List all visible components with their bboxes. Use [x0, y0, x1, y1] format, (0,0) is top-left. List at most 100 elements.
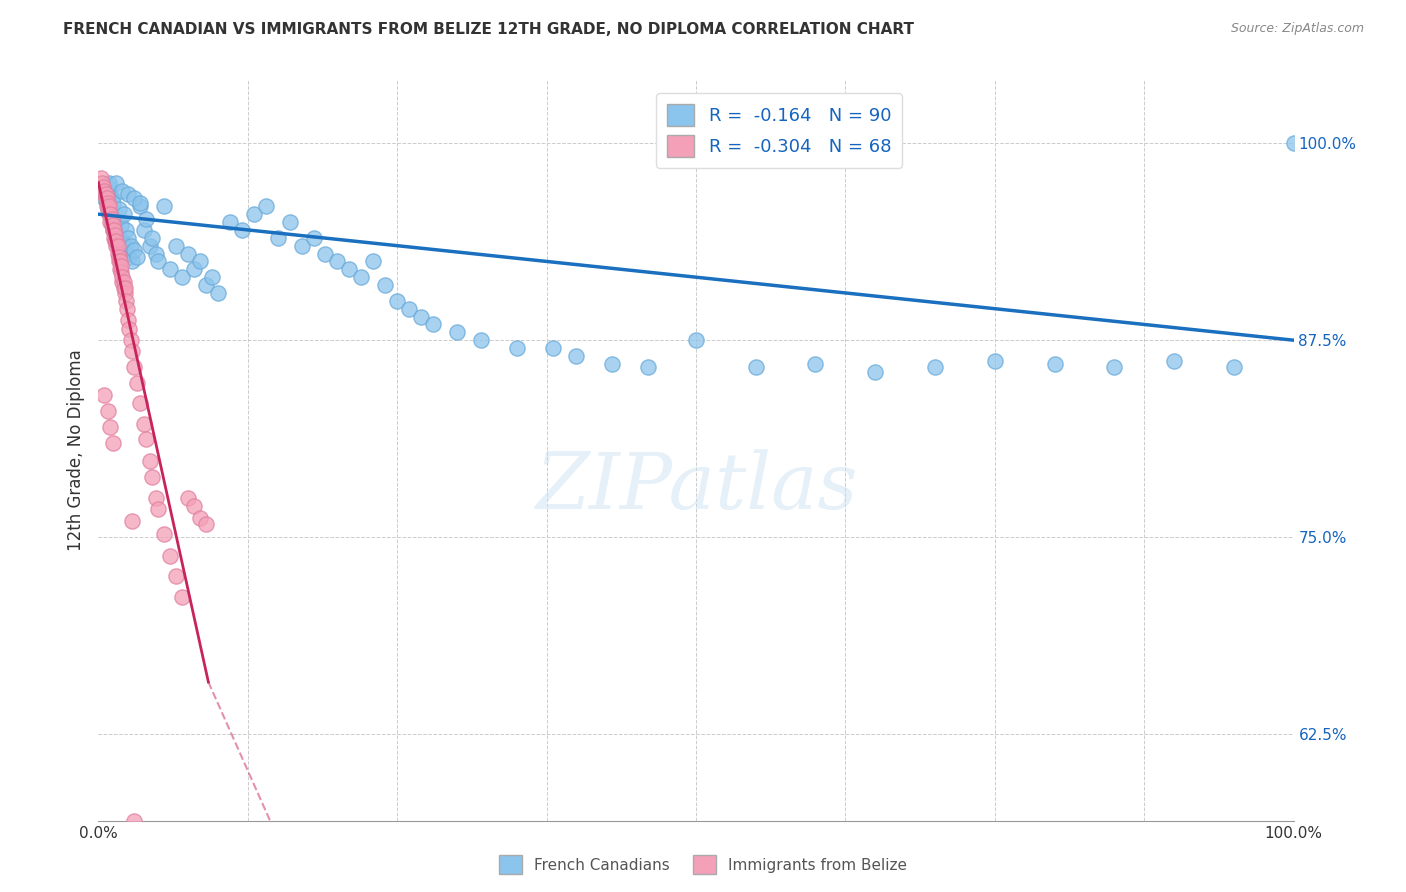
Point [165, 238, 187, 252]
Point [112, 207, 135, 221]
Point [124, 191, 146, 205]
Point [108, 254, 131, 268]
Point [107, 254, 129, 268]
Point [121, 344, 143, 359]
Point [100, 191, 122, 205]
Point [139, 238, 162, 252]
Point [141, 470, 163, 484]
Point [153, 527, 176, 541]
Point [201, 270, 224, 285]
Point [470, 333, 492, 347]
Point [100, 215, 122, 229]
Point [96, 196, 118, 211]
Point [231, 223, 253, 237]
Point [1043, 357, 1066, 371]
Point [685, 333, 707, 347]
Point [98, 207, 122, 221]
Point [93, 186, 115, 201]
Point [98, 199, 121, 213]
Point [125, 250, 148, 264]
Point [115, 301, 138, 316]
Point [100, 211, 122, 226]
Point [177, 246, 200, 260]
Point [97, 202, 120, 217]
Point [804, 357, 827, 371]
Point [98, 207, 121, 221]
Point [422, 318, 444, 332]
Point [115, 223, 138, 237]
Point [105, 223, 128, 237]
Point [104, 234, 127, 248]
Point [602, 357, 624, 371]
Point [110, 259, 132, 273]
Point [98, 199, 121, 213]
Point [339, 262, 361, 277]
Point [103, 211, 125, 226]
Point [506, 341, 529, 355]
Point [117, 186, 139, 201]
Point [98, 207, 122, 221]
Point [165, 569, 187, 583]
Point [94, 191, 117, 205]
Point [125, 376, 148, 390]
Point [446, 326, 468, 340]
Point [267, 231, 290, 245]
Point [121, 514, 143, 528]
Point [98, 420, 122, 434]
Point [105, 234, 128, 248]
Point [159, 262, 181, 277]
Point [117, 231, 139, 245]
Point [111, 184, 134, 198]
Point [326, 254, 349, 268]
Point [118, 250, 141, 264]
Point [105, 176, 128, 190]
Point [103, 231, 125, 245]
Point [107, 246, 129, 260]
Point [98, 186, 122, 201]
Point [159, 549, 181, 563]
Point [97, 404, 120, 418]
Point [183, 262, 205, 277]
Point [135, 433, 157, 447]
Point [97, 180, 120, 194]
Point [120, 333, 142, 347]
Point [98, 215, 122, 229]
Point [91, 176, 114, 190]
Point [110, 218, 132, 232]
Point [108, 231, 131, 245]
Point [177, 491, 200, 505]
Point [118, 322, 141, 336]
Legend: R =  -0.164   N = 90, R =  -0.304   N = 68: R = -0.164 N = 90, R = -0.304 N = 68 [657, 93, 903, 168]
Point [541, 341, 564, 355]
Point [117, 312, 139, 326]
Point [101, 218, 124, 232]
Point [96, 199, 118, 213]
Point [121, 254, 143, 268]
Point [302, 231, 325, 245]
Point [219, 215, 242, 229]
Point [107, 238, 129, 252]
Point [865, 365, 887, 379]
Point [132, 417, 155, 431]
Point [97, 202, 120, 217]
Point [114, 281, 136, 295]
Point [115, 293, 138, 308]
Point [101, 435, 124, 450]
Point [291, 238, 314, 252]
Point [91, 184, 114, 198]
Point [101, 223, 124, 237]
Point [129, 396, 152, 410]
Point [111, 275, 134, 289]
Point [350, 270, 373, 285]
Point [98, 176, 121, 190]
Point [129, 196, 152, 211]
Point [101, 196, 124, 211]
Point [93, 184, 115, 198]
Point [94, 186, 117, 201]
Point [148, 254, 170, 268]
Point [135, 211, 157, 226]
Point [114, 285, 136, 300]
Point [93, 388, 115, 402]
Point [91, 180, 114, 194]
Point [105, 238, 128, 252]
